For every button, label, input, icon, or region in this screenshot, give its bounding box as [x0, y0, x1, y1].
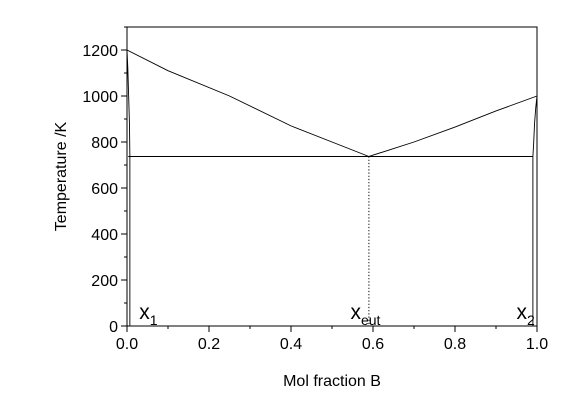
series-liquidus-left: [126, 49, 370, 157]
y-tick-label: 800: [91, 135, 118, 152]
annotation-x1: x1: [139, 301, 158, 328]
y-axis-ticks: 0 200 400 600 800 1000 1200: [82, 26, 127, 336]
y-tick-label: 400: [91, 227, 118, 244]
annotation-x2: x2: [517, 301, 536, 328]
x-tick-label: 0.8: [444, 336, 466, 353]
x-tick-label: 0.2: [198, 336, 220, 353]
annotations: x1 xeut x2: [139, 301, 535, 328]
x-axis-ticks: 0.0 0.2 0.4 0.6 0.8 1.0: [116, 326, 548, 353]
series-liquidus-right: [368, 95, 538, 157]
y-axis-title: Temperature /K: [53, 121, 70, 231]
plot-lines: [126, 49, 538, 326]
series-solidus-left: [126, 49, 131, 326]
plot-frame: [126, 26, 538, 327]
y-tick-label: 1200: [82, 43, 118, 60]
annotation-xeut: xeut: [350, 301, 380, 328]
x-axis-title: Mol fraction B: [283, 373, 381, 390]
x-tick-label: 0.6: [362, 336, 384, 353]
y-tick-label: 0: [109, 319, 118, 336]
x-tick-label: 1.0: [526, 336, 548, 353]
y-tick-label: 600: [91, 181, 118, 198]
y-tick-label: 200: [91, 273, 118, 290]
x-tick-label: 0.4: [280, 336, 302, 353]
series-solidus-right: [532, 95, 538, 326]
y-tick-label: 1000: [82, 89, 118, 106]
x-tick-label: 0.0: [116, 336, 138, 353]
